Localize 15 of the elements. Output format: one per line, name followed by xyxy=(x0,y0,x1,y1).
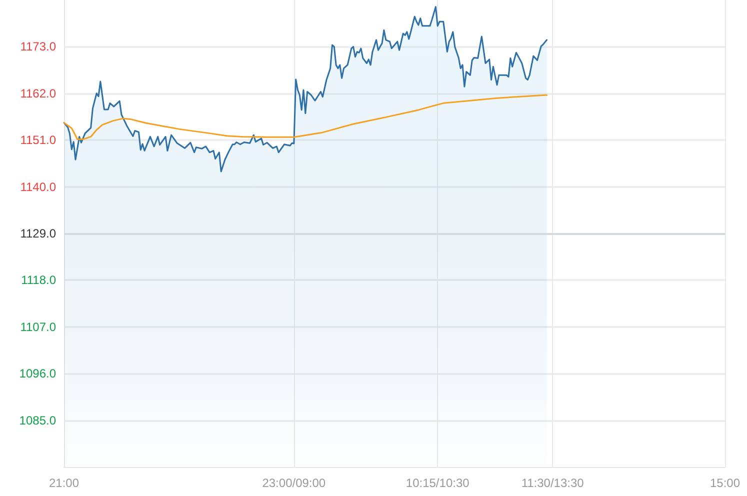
x-tick-label: 11:30/13:30 xyxy=(521,476,584,490)
y-tick-label: 1151.0 xyxy=(20,133,56,148)
y-tick-label: 1118.0 xyxy=(21,273,56,288)
y-tick-label: 1162.0 xyxy=(20,86,56,100)
y-tick-label: 1085.0 xyxy=(19,413,56,428)
x-tick-label: 21:00 xyxy=(48,476,80,490)
y-tick-label: 1107.0 xyxy=(20,320,56,334)
x-tick-label: 23:00/09:00 xyxy=(262,476,326,490)
y-tick-label: 1173.0 xyxy=(20,40,56,54)
y-tick-label: 1129.0 xyxy=(20,226,56,240)
x-tick-label: 10:15/10:30 xyxy=(406,476,470,490)
line-series xyxy=(63,94,548,140)
y-tick-label: 1096.0 xyxy=(19,366,56,381)
x-tick-label: 15:00 xyxy=(710,476,740,490)
y-tick-label: 1140.0 xyxy=(20,180,56,194)
